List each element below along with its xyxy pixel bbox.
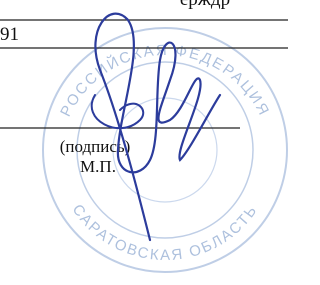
document: РОССИЙСКАЯ ФЕДЕРАЦИЯ САРАТОВСКАЯ ОБЛАСТЬ… [0,0,288,285]
row-number: 91 [0,24,19,45]
stamp-bottom-path: САРАТОВСКАЯ ОБЛАСТЬ [69,201,262,264]
seal-mark: М.П. [80,157,116,176]
stamp-bottom-text: САРАТОВСКАЯ ОБЛАСТЬ [69,201,262,264]
header-text: ерждр [180,0,230,10]
